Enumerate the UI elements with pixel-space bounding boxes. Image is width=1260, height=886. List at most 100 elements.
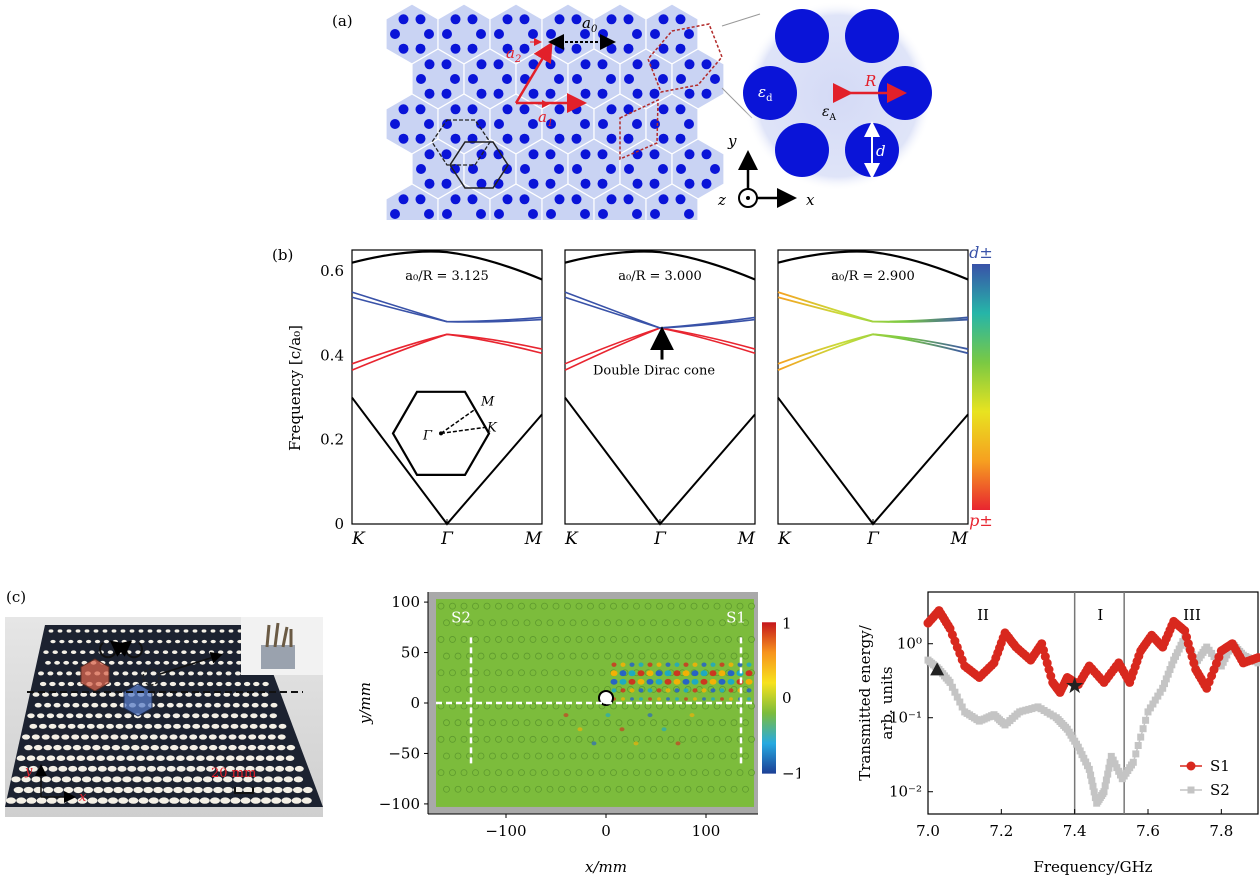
bz-label-K: K xyxy=(486,420,498,435)
pin xyxy=(99,692,107,697)
lattice-rod xyxy=(623,14,634,25)
field-texture xyxy=(587,769,594,777)
lattice-rod xyxy=(528,209,538,219)
trans-ytick: 10⁻² xyxy=(889,783,922,801)
field-texture xyxy=(644,636,652,643)
pin xyxy=(210,629,216,633)
dirac-annotation: Double Dirac cone xyxy=(593,363,715,378)
lattice-rod xyxy=(554,133,565,144)
field-texture xyxy=(443,785,450,793)
trans-point-S2 xyxy=(1117,771,1124,779)
field-texture xyxy=(512,685,519,693)
pin xyxy=(265,765,275,772)
pin xyxy=(143,786,153,794)
d-label: d xyxy=(876,142,886,160)
field-hotspot xyxy=(709,678,717,685)
pin xyxy=(139,639,145,644)
pin xyxy=(185,702,193,708)
field-texture xyxy=(564,602,571,610)
field-hotspot xyxy=(700,670,708,677)
pin xyxy=(31,776,41,783)
field-texture xyxy=(541,669,548,677)
field-hotspot xyxy=(718,678,726,685)
pin xyxy=(43,744,52,751)
field-hotspot xyxy=(718,670,726,677)
field-hotspot xyxy=(728,688,734,693)
field-texture xyxy=(495,735,502,743)
field-hotspot xyxy=(629,688,635,693)
pin xyxy=(156,629,162,633)
field-texture xyxy=(696,785,703,793)
field-texture xyxy=(454,785,462,793)
field-texture xyxy=(702,702,709,710)
trans-point-S2 xyxy=(1105,764,1113,772)
field-texture xyxy=(449,702,456,710)
pin xyxy=(202,776,213,783)
pin xyxy=(96,755,105,761)
band-subplot-title: a₀/R = 2.900 xyxy=(831,269,915,284)
field-texture xyxy=(552,636,560,643)
pin xyxy=(130,734,139,740)
trans-point-S2 xyxy=(1115,767,1123,775)
pin xyxy=(117,765,127,772)
field-xtick: 0 xyxy=(601,822,611,840)
field-texture xyxy=(696,652,703,660)
lattice-rod xyxy=(675,133,686,144)
field-texture xyxy=(656,636,663,643)
field-hotspot xyxy=(637,670,645,677)
pin xyxy=(130,639,136,644)
lattice-rod xyxy=(710,74,720,84)
lattice-rod xyxy=(494,209,504,219)
field-hotspot xyxy=(701,662,707,667)
lattice-rod xyxy=(623,133,634,144)
pin xyxy=(291,797,302,804)
pin xyxy=(182,776,193,783)
field-texture xyxy=(627,785,634,793)
field-texture xyxy=(604,719,611,727)
trans-frame xyxy=(927,591,1259,815)
field-texture xyxy=(535,785,542,793)
field-texture xyxy=(472,602,479,610)
pin xyxy=(29,723,38,729)
pin xyxy=(169,797,180,804)
pin xyxy=(216,765,225,772)
pin xyxy=(93,786,104,794)
band-frame xyxy=(564,249,756,525)
pin xyxy=(107,765,117,772)
pin xyxy=(294,765,304,772)
trans-point-S2 xyxy=(1168,661,1176,669)
field-hotspot-weak xyxy=(675,741,681,746)
field-hotspot xyxy=(657,697,661,701)
pin xyxy=(89,692,97,697)
pin xyxy=(16,755,26,761)
pin xyxy=(36,755,46,761)
pin xyxy=(63,702,70,708)
field-texture xyxy=(523,785,531,793)
field-texture xyxy=(673,652,680,660)
field-hotspot xyxy=(646,678,654,685)
field-texture xyxy=(713,636,721,643)
field-texture xyxy=(512,785,519,793)
field-texture xyxy=(546,785,554,793)
pin xyxy=(192,723,201,729)
field-texture xyxy=(587,669,594,677)
field-texture xyxy=(730,719,738,727)
pin xyxy=(213,786,223,794)
field-hotspot xyxy=(729,697,733,701)
lattice-figure: a0 a1 a2 R d εd εA y x z xyxy=(385,1,933,220)
field-texture xyxy=(667,769,675,777)
pin xyxy=(80,650,86,654)
pin xyxy=(45,660,51,665)
pin xyxy=(301,797,312,804)
pin xyxy=(273,776,283,783)
field-texture xyxy=(725,602,732,610)
band-d-1 xyxy=(564,291,756,329)
pin xyxy=(208,650,215,654)
pin xyxy=(27,713,35,719)
rod-5 xyxy=(775,123,829,177)
field-texture xyxy=(604,752,611,760)
pin xyxy=(92,776,102,783)
field-texture xyxy=(558,719,565,727)
field-texture xyxy=(610,602,617,610)
field-texture xyxy=(725,735,732,743)
